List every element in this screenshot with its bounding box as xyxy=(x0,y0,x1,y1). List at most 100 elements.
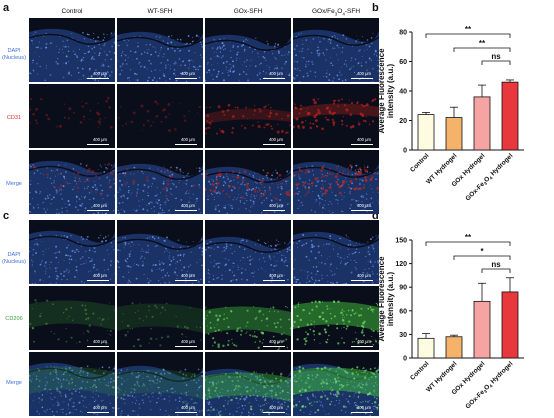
scale-bar-label: 400 μm xyxy=(356,71,371,76)
micrograph-tile: 400 μm xyxy=(29,18,115,82)
micrograph-tile: 400 μm xyxy=(117,84,203,148)
column-header-gox-fe3o4-sfh: GOx/Fe3O4-SFH xyxy=(311,8,361,17)
chart-d-y-tick-label: 60 xyxy=(399,308,407,315)
chart-b-significance-bracket xyxy=(453,47,511,52)
scale-bar-label: 400 μm xyxy=(92,71,107,76)
chart-d-significance-label: ns xyxy=(491,260,501,269)
chart-b-category-label: Control xyxy=(409,152,430,173)
micrograph-tile: 400 μm xyxy=(29,352,115,416)
micrograph-tile: 400 μm xyxy=(117,220,203,284)
chart-b-y-tick-label: 80 xyxy=(399,30,407,37)
scale-bar-label: 400 μm xyxy=(356,203,371,208)
row-label-dapi-c: DAPI (Nucleus) xyxy=(2,252,26,265)
micrograph-tile: 400 μm xyxy=(293,150,379,214)
micrograph-tile: 400 μm xyxy=(117,18,203,82)
scale-bar xyxy=(263,77,285,79)
panel-letter-c: c xyxy=(3,210,10,222)
scale-bar-label: 400 μm xyxy=(92,137,107,142)
scale-bar-label: 400 μm xyxy=(92,273,107,278)
scale-bar-label: 400 μm xyxy=(268,405,283,410)
scale-bar-label: 400 μm xyxy=(180,273,195,278)
scale-bar-label: 400 μm xyxy=(92,339,107,344)
chart-d-significance-label: ** xyxy=(465,233,472,242)
micrograph-tile: 400 μm xyxy=(293,286,379,350)
chart-b-significance-label: ** xyxy=(479,39,486,48)
scale-bar xyxy=(175,279,197,281)
scale-bar-label: 400 μm xyxy=(92,405,107,410)
scale-bar xyxy=(87,279,109,281)
scale-bar-label: 400 μm xyxy=(268,71,283,76)
chart-b-y-tick-label: 40 xyxy=(399,89,407,96)
scale-bar xyxy=(87,209,109,211)
micrograph-tile: 400 μm xyxy=(29,150,115,214)
micrograph-tile: 400 μm xyxy=(205,18,291,82)
scale-bar-label: 400 μm xyxy=(356,273,371,278)
chart-d-bar xyxy=(501,291,519,359)
scale-bar-label: 400 μm xyxy=(180,71,195,76)
scale-bar-label: 400 μm xyxy=(356,405,371,410)
chart-d-y-axis-label: Average Fluorescenceintensity (a.u.) xyxy=(377,256,395,342)
scale-bar xyxy=(263,411,285,413)
chart-d-y-tick-label: 150 xyxy=(395,238,407,245)
chart-d-category-label: GOx-Fe3O4 Hydrogel xyxy=(465,360,515,410)
scale-bar-label: 400 μm xyxy=(92,203,107,208)
scale-bar xyxy=(263,209,285,211)
row-label-dapi-a: DAPI (Nucleus) xyxy=(2,48,26,61)
column-header-control: Control xyxy=(61,8,83,15)
micrograph-tile: 400 μm xyxy=(117,286,203,350)
scale-bar-label: 400 μm xyxy=(180,203,195,208)
scale-bar xyxy=(87,143,109,145)
micrograph-tile: 400 μm xyxy=(293,84,379,148)
micrograph-tile: 400 μm xyxy=(205,220,291,284)
chart-d-y-tick-label: 90 xyxy=(399,285,407,292)
chart-b-category-label: GOx-Fe3O4 Hydrogel xyxy=(465,152,515,202)
chart-b-bar xyxy=(417,114,435,151)
micrograph-tile: 400 μm xyxy=(205,286,291,350)
chart-b-significance-label: ** xyxy=(465,25,472,34)
micrograph-tile: 400 μm xyxy=(293,220,379,284)
scale-bar-label: 400 μm xyxy=(180,405,195,410)
column-header-wt-sfh: WT-SFH xyxy=(147,8,173,15)
chart-b-y-tick-label: 0 xyxy=(403,148,407,155)
chart-b-y-tick-label: 20 xyxy=(399,118,407,125)
scale-bar-label: 400 μm xyxy=(268,273,283,278)
chart-b-significance-bracket xyxy=(425,33,511,38)
scale-bar-label: 400 μm xyxy=(356,339,371,344)
scale-bar xyxy=(351,279,373,281)
row-label-cd31: CD31 xyxy=(6,115,22,121)
bar-chart-b: 0 20 40 60 80 Average Fluorescenceintensity (… xyxy=(377,25,524,202)
panel-letter-b: b xyxy=(372,2,379,14)
chart-d-y-tick-label: 120 xyxy=(395,261,407,268)
scale-bar xyxy=(175,209,197,211)
micrograph-tile: 400 μm xyxy=(205,84,291,148)
micrograph-tile: 400 μm xyxy=(117,150,203,214)
panel-letter-d: d xyxy=(372,210,379,222)
scale-bar xyxy=(175,143,197,145)
scale-bar xyxy=(351,411,373,413)
scale-bar xyxy=(87,345,109,347)
chart-d-significance-bracket xyxy=(425,241,511,246)
row-label-merge-c: Merge xyxy=(6,380,22,386)
column-header-gox-sfh: GOx-SFH xyxy=(233,8,263,15)
scale-bar-label: 400 μm xyxy=(356,137,371,142)
micrograph-tile: 400 μm xyxy=(293,18,379,82)
chart-b-bar xyxy=(445,117,463,151)
chart-d-significance-bracket xyxy=(481,268,511,273)
scale-bar-label: 400 μm xyxy=(268,339,283,344)
chart-d-y-tick-label: 30 xyxy=(399,332,407,339)
chart-d-y-tick-label: 0 xyxy=(403,356,407,363)
panel-letter-a: a xyxy=(3,2,10,14)
chart-b-y-axis-label: Average Fluorescenceintensity (a.u.) xyxy=(377,48,395,134)
micrograph-tile: 400 μm xyxy=(29,220,115,284)
scale-bar xyxy=(263,279,285,281)
scale-bar xyxy=(175,77,197,79)
scale-bar xyxy=(87,77,109,79)
scale-bar-label: 400 μm xyxy=(180,339,195,344)
scale-bar xyxy=(351,209,373,211)
scale-bar xyxy=(263,143,285,145)
row-label-merge-a: Merge xyxy=(6,181,22,187)
scale-bar-label: 400 μm xyxy=(268,203,283,208)
chart-b-bar xyxy=(473,96,491,151)
row-label-cd206: CD206 xyxy=(5,316,23,322)
